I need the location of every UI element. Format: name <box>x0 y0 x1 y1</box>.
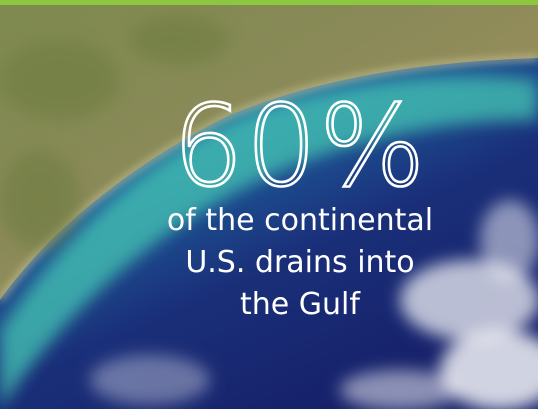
caption-line: U.S. drains into <box>185 245 414 280</box>
land-texture <box>0 15 230 250</box>
caption-line: the Gulf <box>240 287 361 322</box>
shallow-water <box>0 76 538 409</box>
caption-line: of the continental <box>167 203 433 238</box>
clouds <box>90 200 538 409</box>
land <box>0 0 538 300</box>
headline: 60% <box>173 82 428 212</box>
top-bar <box>0 0 538 5</box>
